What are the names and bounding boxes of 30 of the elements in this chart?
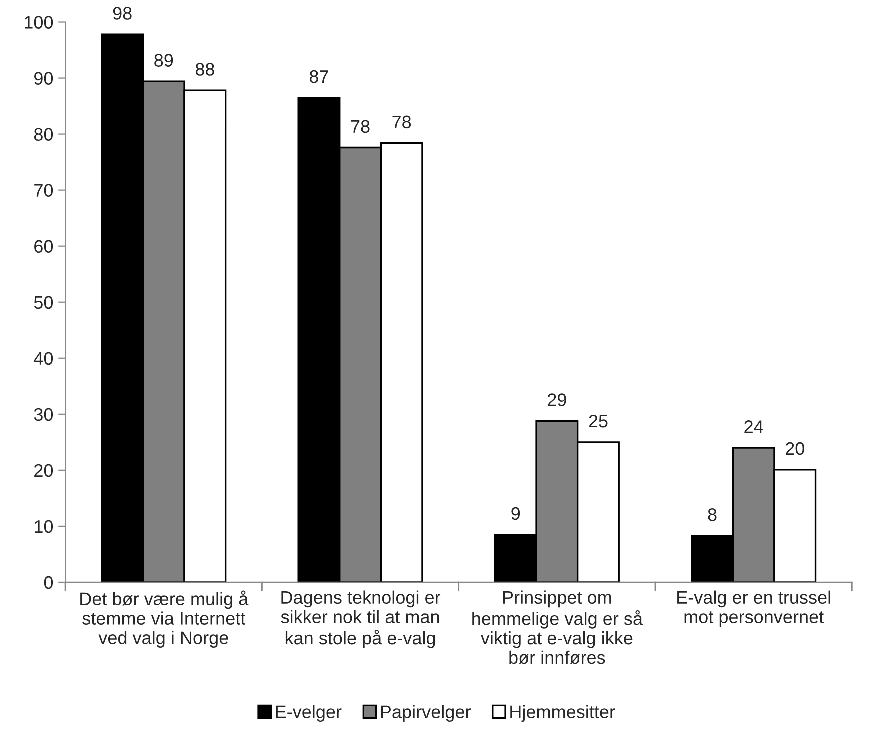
data-label: 89 <box>154 54 174 67</box>
x-tick-label: Prinsippet om hemmelige valg er så viktig at e-valg ikke bør innføres <box>472 590 643 664</box>
data-label: 24 <box>744 420 764 434</box>
data-label: 9 <box>512 507 520 520</box>
legend-label: E-velger <box>276 705 342 722</box>
data-label: 25 <box>589 414 608 428</box>
data-label: 20 <box>786 442 804 456</box>
y-tick-label: 70 <box>34 184 54 198</box>
y-tick-label: 30 <box>34 408 54 422</box>
data-label: 29 <box>548 394 566 406</box>
y-tick-label: 20 <box>34 464 54 478</box>
data-label: 98 <box>113 7 132 20</box>
legend-label: Hjemmesitter <box>510 705 616 722</box>
data-label: 78 <box>351 120 370 134</box>
y-tick-label: 100 <box>25 16 54 29</box>
y-tick-label: 50 <box>34 296 54 310</box>
y-tick-label: 60 <box>34 240 54 254</box>
y-tick-label: 40 <box>34 352 54 366</box>
x-tick-label: Dagens teknologi er sikker nok til at man kan stole på e-valg <box>281 590 441 648</box>
y-tick-label: 0 <box>44 576 54 590</box>
x-tick-label: Det bør være mulig å stemme via Internett ved valg i Norge <box>80 590 249 648</box>
y-tick-label: 80 <box>34 128 54 142</box>
data-label: 88 <box>196 63 214 76</box>
x-tick-label: E-valg er en trussel mot personvernet <box>678 590 830 628</box>
data-label: 8 <box>708 508 717 522</box>
y-tick-label: 90 <box>34 72 54 85</box>
legend-label: Papirvelger <box>381 705 471 722</box>
data-label: 78 <box>392 116 412 129</box>
data-label: 87 <box>310 70 328 84</box>
y-tick-label: 10 <box>35 520 54 534</box>
